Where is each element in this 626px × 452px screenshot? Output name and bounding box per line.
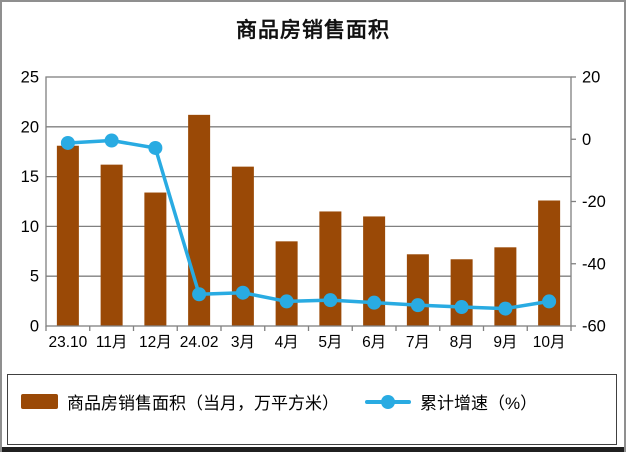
trend-point	[279, 294, 294, 309]
x-axis-tick-label: 9月	[493, 334, 517, 351]
trend-point	[60, 135, 75, 150]
trend-line-markers	[60, 133, 557, 316]
bar	[275, 241, 298, 326]
bar	[450, 259, 473, 326]
x-axis-tick-label: 10月	[533, 334, 566, 351]
x-axis-tick-label: 12月	[139, 334, 172, 351]
axis-ticks	[45, 76, 576, 331]
chart-title: 商品房销售面积	[236, 19, 390, 42]
bar-series-swatch-icon	[21, 394, 58, 409]
left-axis-tick-label: 20	[21, 118, 39, 136]
bar	[406, 254, 429, 326]
trend-point	[104, 133, 119, 148]
left-axis-tick-label: 25	[21, 69, 39, 87]
x-axis-labels: 23.10 11月 12月 24.02 3月 4月 5月 6月 7月 8月 9月 10月	[48, 334, 565, 351]
x-axis-tick-label: 23.10	[48, 334, 87, 351]
left-axis-tick-label: 10	[21, 218, 39, 236]
right-axis-tick-label: -40	[582, 255, 606, 273]
x-axis-tick-label: 7月	[406, 334, 430, 351]
trend-point	[367, 295, 382, 310]
gridlines	[46, 126, 571, 277]
bar	[56, 145, 79, 326]
line-series-label: 累计增速（%）	[420, 394, 538, 413]
right-axis-tick-label: -20	[582, 193, 606, 211]
bar	[144, 192, 167, 326]
legend-item-bar: 商品房销售面积（当月，万平方米）	[21, 389, 339, 414]
trend-point	[542, 294, 557, 309]
legend-item-line: 累计增速（%）	[365, 389, 537, 414]
left-axis-labels: 25 20 15 10 5 0	[21, 69, 39, 336]
trend-point	[323, 293, 338, 308]
bar	[100, 164, 123, 326]
x-axis-tick-label: 24.02	[180, 334, 219, 351]
bar-series-label: 商品房销售面积（当月，万平方米）	[67, 394, 339, 413]
trend-point	[148, 140, 163, 155]
plot-svg: 25 20 15 10 5 0 20 0 -20 -40 -60 23.10 11月 12月 24.02 3月…	[21, 69, 606, 352]
trend-line	[67, 138, 550, 311]
x-axis-tick-label: 8月	[450, 334, 474, 351]
x-axis-tick-label: 6月	[362, 334, 386, 351]
bar	[319, 211, 342, 326]
right-axis-tick-label: -60	[582, 318, 606, 336]
right-axis-labels: 20 0 -20 -40 -60	[582, 69, 606, 336]
trend-point	[235, 285, 250, 300]
x-axis-tick-label: 4月	[275, 334, 299, 351]
line-marker-dot-icon	[381, 394, 395, 409]
trend-point	[454, 300, 469, 315]
x-axis-tick-label: 3月	[231, 334, 255, 351]
right-axis-tick-label: 0	[582, 131, 591, 149]
bar	[538, 200, 561, 326]
trend-point	[410, 298, 425, 313]
bottom-edge-strip	[2, 447, 624, 452]
trend-point	[498, 301, 513, 316]
right-axis-tick-label: 20	[582, 69, 600, 87]
legend-box: 商品房销售面积（当月，万平方米） 累计增速（%）	[7, 374, 617, 445]
line-series-swatch-icon	[365, 394, 411, 409]
left-axis-tick-label: 15	[21, 168, 39, 186]
left-axis-tick-label: 0	[30, 318, 39, 336]
bar-series	[56, 114, 561, 327]
left-axis-tick-label: 5	[30, 268, 39, 286]
plot-border	[45, 76, 572, 327]
x-axis-tick-label: 5月	[318, 334, 342, 351]
trend-point	[192, 287, 207, 302]
x-axis-tick-label: 11月	[96, 334, 128, 351]
bar	[231, 166, 254, 326]
